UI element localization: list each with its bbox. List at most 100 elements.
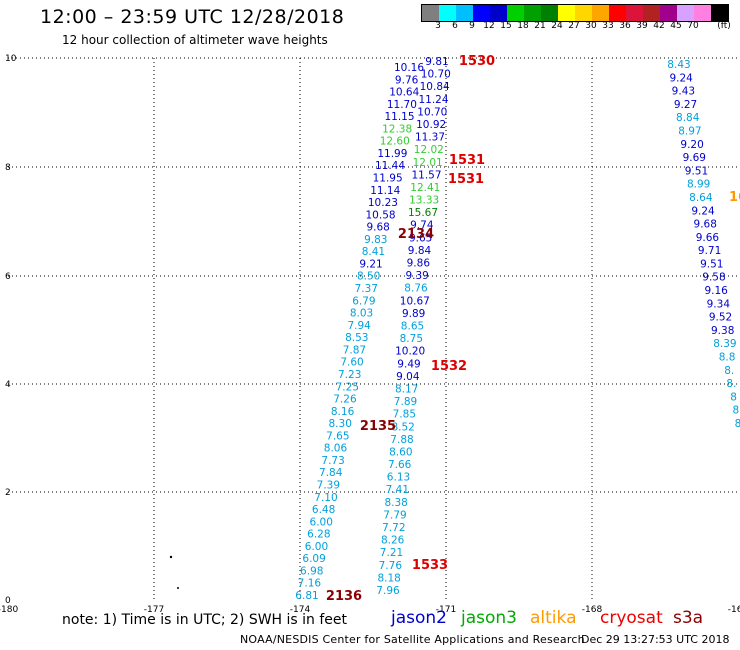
wave-height-left-track: 7.87: [343, 344, 366, 356]
longitude-tick-label: -180: [0, 605, 18, 615]
wave-height-right-track: 9.58: [702, 272, 725, 284]
wave-height-middle-track: 8.60: [389, 446, 412, 458]
legend-swatch: [626, 5, 643, 21]
wave-height-left-track: 8.03: [350, 308, 373, 320]
color-scale-legend: [421, 4, 729, 22]
wave-height-left-track: 6.00: [305, 541, 328, 553]
wave-height-right-track: 8: [730, 391, 737, 403]
satellite-legend-altika: altika: [530, 608, 577, 628]
pass-time-label: 16: [729, 190, 740, 205]
legend-tick-label: 24: [551, 21, 563, 31]
wave-height-right-track: 9.68: [694, 219, 717, 231]
wave-height-right-track: 8.: [724, 365, 734, 377]
latitude-tick-label: 4: [5, 380, 11, 390]
wave-height-right-track: 8.8: [719, 352, 736, 364]
wave-height-middle-track: 10.70: [417, 106, 447, 118]
wave-height-left-track: 8.06: [324, 443, 348, 455]
wave-height-middle-track: 7.21: [380, 547, 403, 559]
pass-time-label: 1531: [449, 153, 485, 168]
wave-height-right-track: 8: [735, 418, 740, 430]
legend-swatch: [456, 5, 473, 21]
wave-height-right-track: 8.97: [678, 125, 701, 137]
legend-swatch: [711, 5, 728, 21]
legend-tick-label: 9: [469, 21, 475, 31]
wave-height-middle-track: 8.26: [381, 535, 405, 547]
wave-height-left-track: 8.16: [331, 406, 355, 418]
legend-tick-label: 12: [483, 21, 495, 31]
island-dot: [177, 587, 179, 589]
satellite-legend-jason2: jason2: [391, 608, 447, 628]
longitude-tick-label: -174: [290, 605, 311, 615]
legend-tick-label: 45: [670, 21, 682, 31]
wave-height-middle-track: 6.13: [387, 472, 410, 484]
wave-height-middle-track: 7.79: [383, 509, 406, 521]
wave-height-right-track: 9.24: [669, 72, 693, 84]
legend-swatch: [592, 5, 609, 21]
legend-tick-label: 3: [435, 21, 441, 31]
wave-height-middle-track: 10.67: [400, 295, 430, 307]
wave-height-middle-track: 8.18: [377, 572, 400, 584]
wave-height-middle-track: 12.02: [414, 144, 444, 156]
wave-height-right-track: 9.16: [704, 285, 728, 297]
wave-height-right-track: 8: [732, 405, 739, 417]
legend-tick-label: 70: [687, 21, 699, 31]
wave-height-right-track: 9.38: [711, 325, 734, 337]
wave-height-left-track: 7.84: [319, 467, 343, 479]
legend-tick-label: 39: [636, 21, 648, 31]
wave-height-left-track: 7.60: [340, 357, 363, 369]
wave-height-middle-track: 9.89: [402, 308, 425, 320]
wave-height-middle-track: 8.52: [391, 421, 414, 433]
legend-swatch: [575, 5, 592, 21]
wave-height-middle-track: 9.81: [425, 56, 448, 68]
longitude-tick-label: -177: [144, 605, 164, 615]
wave-height-right-track: 8.: [726, 378, 736, 390]
wave-height-middle-track: 9.65: [409, 232, 432, 244]
latitude-tick-label: 8: [5, 163, 11, 173]
legend-swatch: [490, 5, 507, 21]
wave-height-left-track: 7.94: [347, 320, 371, 332]
wave-height-right-track: 9.51: [685, 165, 708, 177]
pass-time-label: 2135: [360, 419, 396, 434]
wave-height-right-track: 8.39: [713, 338, 736, 350]
wave-height-middle-track: 10.20: [395, 346, 425, 358]
longitude-tick-label: -171: [436, 605, 456, 615]
legend-tick-label: 30: [585, 21, 597, 31]
wave-height-left-track: 11.15: [384, 111, 414, 123]
legend-swatch: [473, 5, 490, 21]
legend-swatch: [609, 5, 626, 21]
wave-height-left-track: 9.21: [359, 258, 382, 270]
legend-tick-label: 18: [517, 21, 529, 31]
wave-height-left-track: 12.60: [380, 136, 410, 148]
wave-height-middle-track: 9.74: [410, 220, 434, 232]
wave-height-right-track: 8.84: [676, 112, 700, 124]
wave-height-left-track: 6.09: [302, 553, 325, 565]
pass-time-label: 2134: [398, 227, 434, 242]
wave-height-middle-track: 10.84: [420, 81, 450, 93]
wave-height-left-track: 7.16: [298, 578, 322, 590]
longitude-tick-label: -165: [728, 605, 740, 615]
wave-height-middle-track: 7.72: [382, 522, 405, 534]
wave-height-right-track: 9.43: [672, 86, 695, 98]
legend-swatch: [643, 5, 660, 21]
longitude-tick-label: -168: [582, 605, 603, 615]
footer-timestamp: Dec 29 13:27:53 UTC 2018: [581, 633, 730, 646]
legend-tick-label: 36: [619, 21, 631, 31]
wave-height-middle-track: 9.04: [396, 371, 420, 383]
wave-height-right-track: 9.20: [680, 139, 703, 151]
pass-time-label: 2136: [326, 589, 362, 604]
latitude-tick-label: 10: [5, 54, 17, 64]
wave-height-right-track: 9.52: [709, 312, 732, 324]
legend-tick-label: 6: [452, 21, 458, 31]
wave-height-right-track: 8.64: [689, 192, 713, 204]
wave-height-middle-track: 11.57: [411, 169, 441, 181]
satellite-legend-jason3: jason3: [461, 608, 517, 628]
wave-height-middle-track: 7.76: [379, 560, 403, 572]
satellite-legend-s3a: s3a: [673, 608, 704, 628]
wave-height-right-track: 9.69: [683, 152, 706, 164]
wave-height-left-track: 6.48: [312, 504, 335, 516]
units-note: note: 1) Time is in UTC; 2) SWH is in fe…: [62, 612, 348, 628]
wave-height-left-track: 12.38: [382, 123, 412, 135]
wave-height-left-track: 10.23: [368, 197, 398, 209]
wave-height-left-track: 8.30: [329, 418, 352, 430]
wave-height-left-track: 6.28: [307, 529, 330, 541]
